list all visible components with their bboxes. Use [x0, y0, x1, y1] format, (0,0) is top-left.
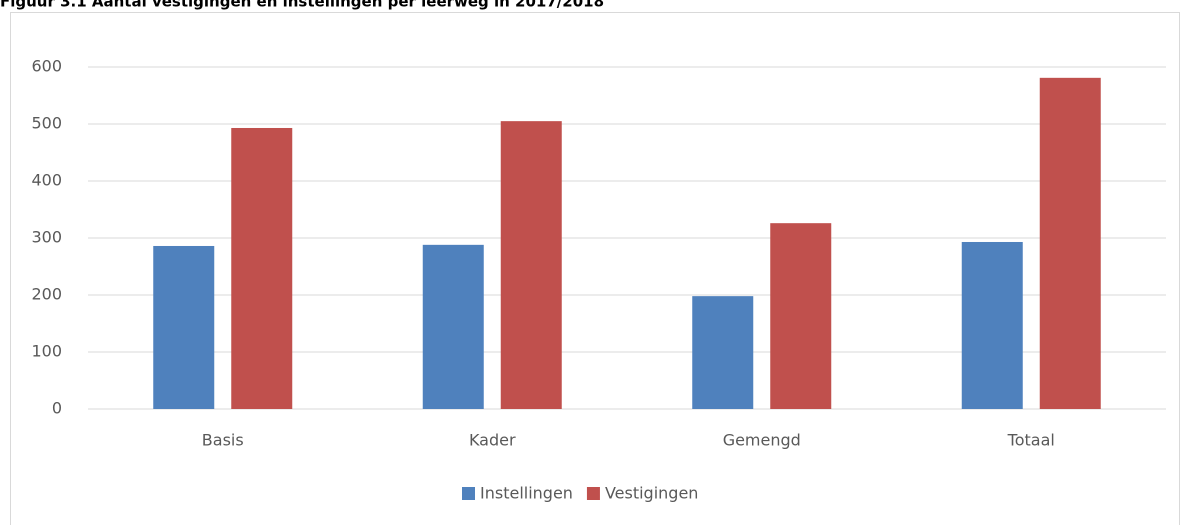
- bar: [231, 127, 293, 410]
- x-tick-label: Totaal: [1007, 431, 1055, 450]
- bar: [770, 223, 832, 409]
- y-tick-label: 500: [31, 114, 62, 133]
- legend-swatch: [586, 487, 600, 500]
- x-tick-label: Gemengd: [723, 431, 801, 450]
- bar: [961, 241, 1023, 409]
- x-tick-label: Basis: [202, 431, 244, 450]
- bar: [1039, 77, 1101, 409]
- y-tick-label: 400: [31, 171, 62, 190]
- y-tick-label: 600: [31, 57, 62, 76]
- legend-label: Instellingen: [480, 484, 573, 503]
- bar: [500, 121, 562, 410]
- y-tick-label: 0: [52, 399, 62, 418]
- y-tick-label: 100: [31, 342, 62, 361]
- x-tick-label: Kader: [469, 431, 516, 450]
- y-tick-label: 200: [31, 285, 62, 304]
- bar: [153, 245, 215, 409]
- y-tick-label: 300: [31, 228, 62, 247]
- chart-title: Figuur 3.1 Aantal vestigingen en instell…: [0, 0, 604, 11]
- legend-swatch: [462, 487, 475, 500]
- legend-label: Vestigingen: [605, 484, 698, 503]
- bar: [422, 244, 484, 409]
- bar: [692, 296, 754, 409]
